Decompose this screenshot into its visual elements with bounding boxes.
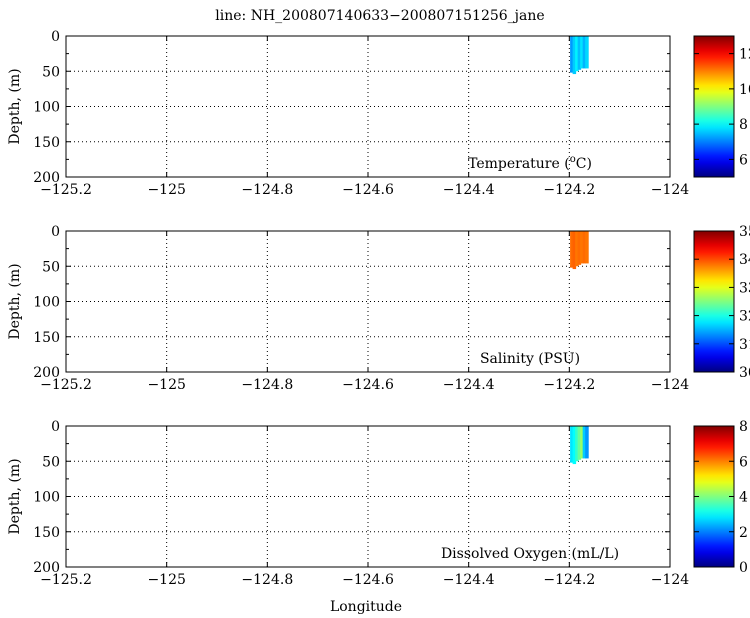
colorbar-tick-label: 8 [739,419,748,435]
x-tick-label: −124.8 [241,572,293,588]
x-tick-label: −125 [147,377,185,393]
data-cell [570,36,574,73]
colorbar [693,35,735,178]
data-cell [577,231,582,265]
y-axis-label: Depth, (m) [7,263,23,339]
x-tick-label: −125 [147,182,185,198]
y-tick-label: 150 [33,330,60,346]
colorbar [693,230,735,373]
figure-title: line: NH_200807140633−200807151256_jane [215,8,544,24]
y-tick-label: 100 [33,490,60,506]
x-tick-label: −125.2 [40,572,92,588]
y-tick-label: 100 [33,100,60,116]
colorbar-tick-label: 35 [739,224,750,240]
y-tick-label: 50 [42,64,60,80]
colorbar-tick-label: 4 [739,490,748,506]
colorbar-tick-label: 6 [739,152,748,168]
panel-variable-label: Temperature (oC) [468,154,592,172]
x-tick-label: −125.2 [40,182,92,198]
panel-2: −125.2 −125 −124.8 −124.6 −124.4 −124.2 −124 0 5… [7,224,750,393]
x-tick-label: −124.8 [241,182,293,198]
y-axis-label: Depth, (m) [7,68,23,144]
panel-1: −125.2 −125 −124.8 −124.6 −124.4 −124.2 −124 0 5… [7,29,750,198]
x-tick-label: −124 [651,377,690,393]
x-tick-label: −124.8 [241,377,293,393]
colorbar-tick-label: 33 [739,280,750,296]
data-cell [585,36,589,69]
data-cell [582,36,587,69]
colorbar-tick-label: 10 [739,82,750,98]
label-end: C) [576,156,592,172]
data-cell [577,36,582,70]
colorbar-tick-label: 6 [739,454,748,470]
x-tick-label: −124.6 [342,572,394,588]
label-superscript: o [570,154,576,165]
y-tick-label: 200 [33,170,60,186]
y-tick-label: 150 [33,135,60,151]
x-tick-label: −124.4 [443,572,495,588]
data-cell [582,426,587,459]
data-cell [572,36,577,75]
data-cell [580,426,584,459]
y-tick-label: 0 [51,224,60,240]
data-cell [570,231,574,268]
data-cell [572,231,577,270]
x-tick-label: −124.4 [443,182,495,198]
y-axis-label: Depth, (m) [7,458,23,534]
data-cell [585,426,589,459]
colorbar-tick-label: 31 [739,337,750,353]
colorbar-tick-label: 32 [739,309,750,325]
data-cell [572,426,577,465]
x-tick-label: −124.2 [543,572,595,588]
panel-variable-label: Salinity (PSU) [480,351,580,367]
x-tick-label: −124.6 [342,182,394,198]
colorbar [693,425,735,568]
colorbar-tick-label: 2 [739,525,748,541]
y-tick-label: 50 [42,454,60,470]
panel-3: −125.2 −125 −124.8 −124.6 −124.4 −124.2 −124 0 5… [7,419,748,588]
colorbar-tick-label: 30 [739,365,750,381]
data-cell [580,36,584,69]
y-tick-label: 150 [33,525,60,541]
label-main: Temperature ( [468,156,570,172]
x-tick-label: −124.6 [342,377,394,393]
x-tick-label: −124.4 [443,377,495,393]
data-cell [575,36,579,72]
colorbar-tick-label: 8 [739,117,748,133]
x-tick-label: −124 [651,182,690,198]
colorbar-tick-label: 12 [739,47,750,63]
data-cell [582,231,587,264]
x-tick-label: −124.2 [543,182,595,198]
x-axis-label: Longitude [330,599,402,615]
data-cell [570,426,574,463]
data-cell [577,426,582,460]
colorbar-tick-label: 34 [739,252,750,268]
data-cell [585,231,589,264]
y-tick-label: 0 [51,419,60,435]
x-tick-label: −125.2 [40,377,92,393]
data-cell [575,426,579,462]
y-tick-label: 0 [51,29,60,45]
colorbar-tick-label: 0 [739,560,748,576]
data-cell [580,231,584,264]
y-tick-label: 200 [33,560,60,576]
x-tick-label: −125 [147,572,185,588]
panel-variable-label: Dissolved Oxygen (mL/L) [441,546,619,562]
y-tick-label: 200 [33,365,60,381]
data-cell [575,231,579,267]
x-tick-label: −124 [651,572,690,588]
y-tick-label: 100 [33,295,60,311]
x-tick-label: −124.2 [543,377,595,393]
y-tick-label: 50 [42,259,60,275]
